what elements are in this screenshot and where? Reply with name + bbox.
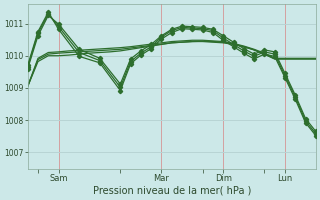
X-axis label: Pression niveau de la mer( hPa ): Pression niveau de la mer( hPa ) [92, 186, 251, 196]
